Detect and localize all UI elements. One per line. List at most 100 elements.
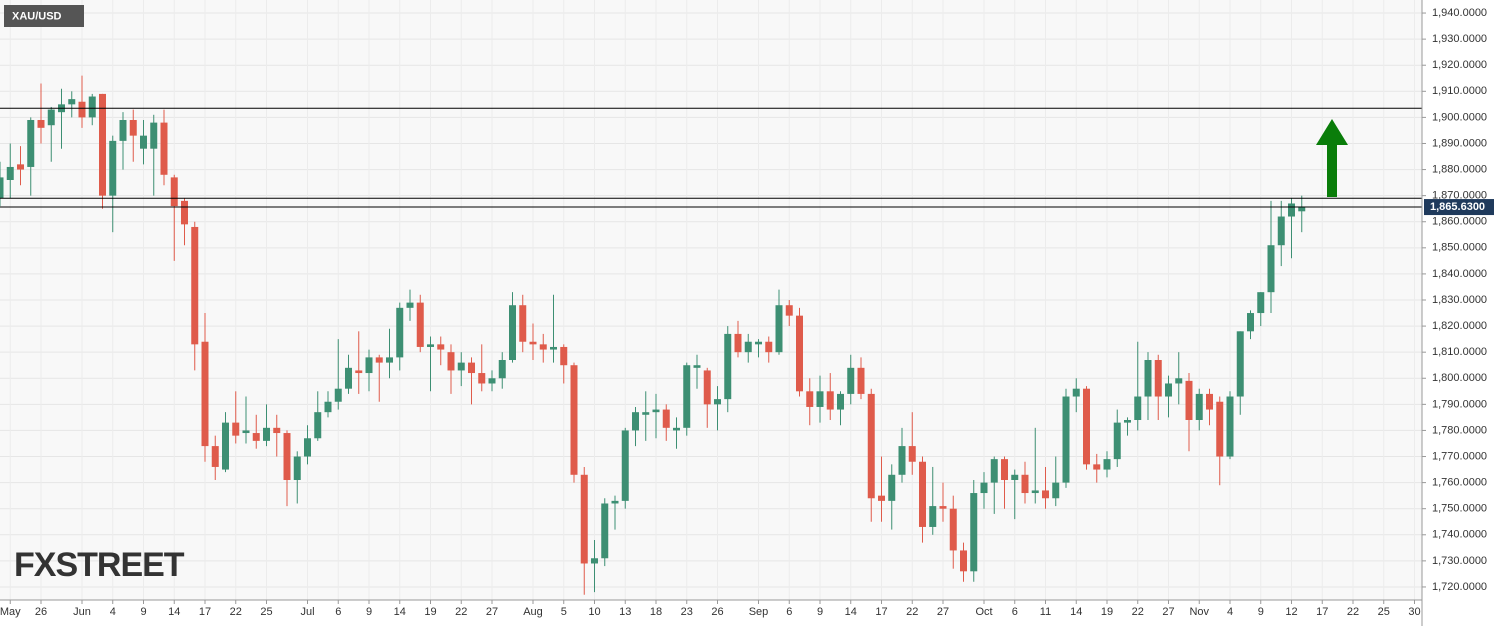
candle-body bbox=[734, 333, 742, 353]
x-tick-label: 14 bbox=[394, 606, 406, 618]
candle-body bbox=[427, 344, 434, 347]
candle-body bbox=[908, 446, 916, 462]
x-tick-label: 6 bbox=[786, 606, 792, 618]
x-tick-label: 9 bbox=[1258, 606, 1264, 618]
x-tick-label: 6 bbox=[335, 606, 341, 618]
y-tick-label: 1,740.0000 bbox=[1432, 529, 1487, 541]
candle-body bbox=[621, 430, 629, 501]
x-tick-label: 19 bbox=[424, 606, 436, 618]
candle-body bbox=[1083, 388, 1090, 465]
candle-body bbox=[1011, 474, 1019, 480]
candle-body bbox=[611, 500, 619, 504]
candle-body bbox=[78, 101, 86, 118]
candle-body bbox=[1052, 482, 1060, 499]
y-tick-label: 1,770.0000 bbox=[1432, 450, 1487, 462]
candle-body bbox=[703, 370, 711, 405]
candle-body bbox=[242, 430, 250, 434]
x-tick-label: 23 bbox=[681, 606, 693, 618]
candle-body bbox=[1062, 396, 1070, 483]
candle-body bbox=[1021, 474, 1029, 494]
candle-body bbox=[37, 120, 45, 128]
candle-body bbox=[150, 122, 158, 149]
candle-body bbox=[119, 120, 127, 141]
candle-body bbox=[170, 177, 178, 207]
x-tick-label: 10 bbox=[588, 606, 600, 618]
candle-body bbox=[652, 409, 660, 413]
candle-body bbox=[632, 412, 639, 431]
candle-body bbox=[990, 459, 998, 483]
candle-body bbox=[468, 362, 475, 374]
candle-body bbox=[580, 474, 588, 564]
x-tick-label: 14 bbox=[168, 606, 180, 618]
candle-body bbox=[273, 427, 281, 434]
y-tick-label: 1,910.0000 bbox=[1432, 85, 1487, 97]
candle-body bbox=[232, 422, 240, 436]
x-tick-label: Jun bbox=[73, 606, 91, 618]
x-tick-label: Sep bbox=[749, 606, 769, 618]
x-tick-label: Aug bbox=[523, 606, 543, 618]
y-tick-label: 1,920.0000 bbox=[1432, 59, 1487, 71]
candle-body bbox=[1072, 388, 1080, 397]
candle-body bbox=[929, 506, 937, 527]
candle-body bbox=[109, 140, 117, 196]
x-tick-label: 17 bbox=[199, 606, 211, 618]
candle-body bbox=[1175, 378, 1183, 384]
x-tick-label: 25 bbox=[1378, 606, 1390, 618]
candle-body bbox=[550, 346, 557, 350]
candle-body bbox=[283, 433, 291, 480]
candle-body bbox=[560, 346, 568, 366]
candle-body bbox=[1093, 464, 1101, 470]
y-tick-label: 1,780.0000 bbox=[1432, 424, 1487, 436]
candle-body bbox=[816, 391, 824, 407]
candle-body bbox=[1226, 396, 1234, 457]
candle-body bbox=[785, 305, 793, 316]
candle-body bbox=[324, 401, 332, 413]
candle-body bbox=[0, 177, 4, 199]
x-tick-label: 13 bbox=[619, 606, 631, 618]
price-box bbox=[1424, 199, 1494, 216]
x-tick-label: 26 bbox=[711, 606, 723, 618]
candle-body bbox=[406, 302, 414, 308]
candle-body bbox=[293, 456, 301, 480]
x-tick-label: 17 bbox=[875, 606, 887, 618]
candle-body bbox=[222, 422, 229, 470]
candle-body bbox=[498, 360, 506, 379]
candle-body bbox=[1154, 360, 1162, 397]
candle-body bbox=[17, 164, 24, 170]
x-tick-label: 19 bbox=[1101, 606, 1113, 618]
candle-body bbox=[960, 550, 967, 572]
candle-body bbox=[714, 399, 721, 405]
candle-body bbox=[1042, 490, 1049, 499]
x-tick-label: 22 bbox=[906, 606, 918, 618]
x-tick-label: 9 bbox=[366, 606, 372, 618]
x-tick-label: May bbox=[0, 606, 21, 618]
x-tick-label: 11 bbox=[1040, 606, 1051, 618]
x-tick-label: 6 bbox=[1012, 606, 1018, 618]
y-tick-label: 1,930.0000 bbox=[1432, 33, 1487, 45]
x-tick-label: 27 bbox=[486, 606, 498, 618]
candle-body bbox=[365, 357, 373, 374]
candle-body bbox=[662, 409, 670, 428]
candle-body bbox=[129, 120, 137, 136]
x-tick-label: 5 bbox=[561, 606, 567, 618]
candle-body bbox=[1165, 383, 1172, 397]
x-tick-label: 22 bbox=[1347, 606, 1359, 618]
x-tick-label: 18 bbox=[650, 606, 662, 618]
chart-title: XAU/USD bbox=[12, 10, 62, 22]
x-tick-label: Jul bbox=[300, 606, 314, 618]
candle-body bbox=[919, 461, 926, 527]
candle-body bbox=[826, 391, 834, 410]
candle-body bbox=[796, 315, 803, 392]
candle-body bbox=[980, 482, 988, 494]
candle-body bbox=[160, 122, 168, 175]
candle-body bbox=[47, 109, 55, 126]
candle-body bbox=[488, 378, 496, 384]
candle-body bbox=[1144, 360, 1152, 397]
title-box bbox=[4, 5, 84, 27]
candle-body bbox=[1236, 331, 1244, 397]
price-label: 1,865.6300 bbox=[1430, 201, 1485, 213]
candle-body bbox=[416, 302, 424, 347]
candle-body bbox=[263, 427, 270, 441]
candle-body bbox=[519, 305, 527, 342]
